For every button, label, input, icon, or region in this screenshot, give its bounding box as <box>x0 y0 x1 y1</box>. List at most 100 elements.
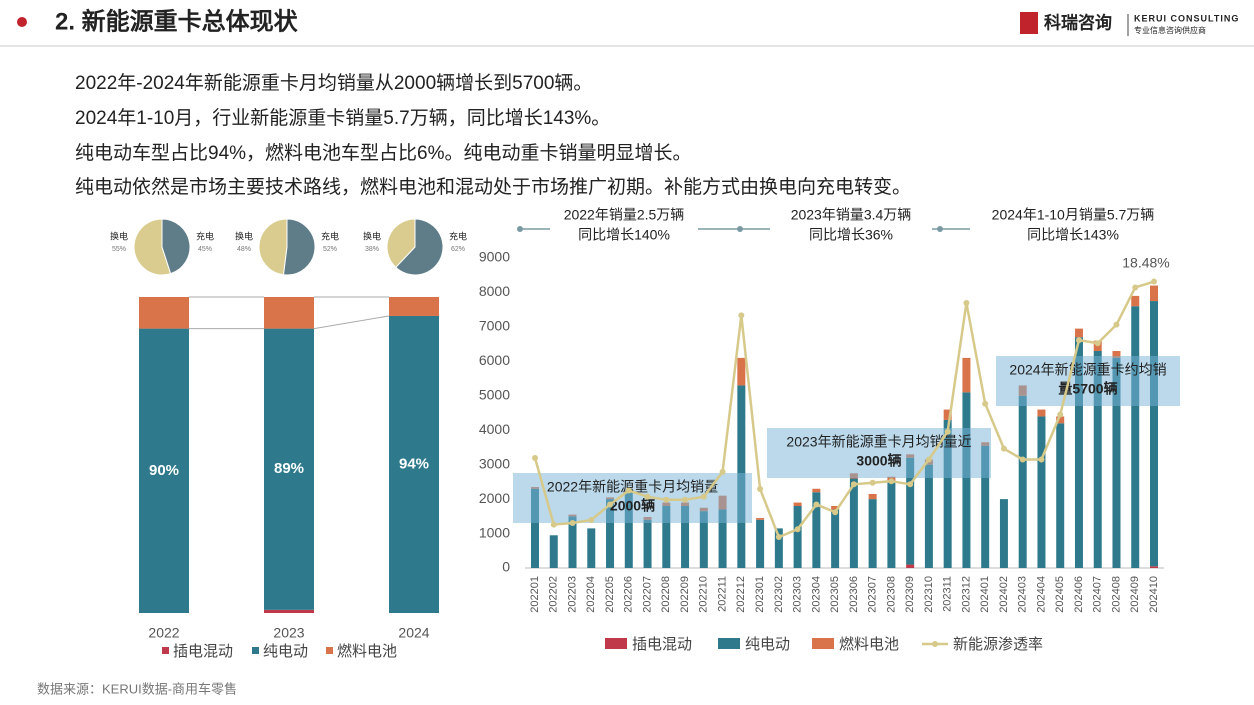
legend-label: 插电混动 <box>632 636 692 653</box>
annotation-text: 3000辆 <box>856 453 901 469</box>
pie-value-label: 62% <box>451 246 465 253</box>
x-tick-label: 202301 <box>754 576 766 613</box>
bar-segment <box>139 328 189 613</box>
pie-slice <box>161 218 191 275</box>
y-tick-label: 6000 <box>479 352 510 368</box>
bullet: 纯电动依然是市场主要技术路线，燃料电池和混动处于市场推广初期。补能方式由换电向充… <box>75 176 911 198</box>
bar-segment <box>924 464 933 568</box>
annotation-text: 2022年新能源重卡月均销量 <box>547 479 718 495</box>
y-tick-label: 7000 <box>479 318 510 334</box>
bar-segment <box>389 297 439 316</box>
pie-value-label: 38% <box>365 246 379 253</box>
annotation-box <box>996 356 1180 406</box>
legend-swatch <box>162 647 169 654</box>
line-point <box>682 496 689 503</box>
annotation-text: 量5700辆 <box>1058 381 1117 397</box>
callout-text: 同比增长140% <box>578 227 670 243</box>
bar-segment <box>1150 566 1158 568</box>
x-tick-label: 202402 <box>998 576 1010 613</box>
annotation-text: 2024年新能源重卡约均销 <box>1009 362 1166 378</box>
bar-segment <box>887 481 896 568</box>
bar-segment <box>756 518 765 520</box>
pie-label: 充电 <box>196 230 214 241</box>
bar-segment <box>1037 409 1046 417</box>
pie-value-label: 48% <box>237 246 251 253</box>
bar-segment <box>264 609 314 613</box>
line-point <box>888 478 895 485</box>
bar-segment <box>831 506 840 510</box>
bar-segment <box>1150 301 1158 567</box>
x-tick-label: 202306 <box>848 576 860 613</box>
line-point <box>1132 284 1139 291</box>
line-point <box>663 496 670 503</box>
line-point <box>569 520 576 527</box>
x-tick-label: 202203 <box>566 576 578 613</box>
x-tick-label: 202404 <box>1035 576 1047 613</box>
y-tick-label: 1000 <box>479 524 510 540</box>
bar-segment <box>999 499 1008 568</box>
source-note: 数据来源：KERUI数据-商用车零售 <box>37 681 237 696</box>
bar-segment <box>756 519 765 568</box>
x-tick-label: 202211 <box>716 576 728 612</box>
bar-segment <box>962 392 971 568</box>
bar-segment <box>662 506 671 568</box>
bar-segment <box>1074 337 1083 568</box>
bar-segment <box>606 499 615 568</box>
bar-segment <box>868 493 877 500</box>
x-tick-label: 202307 <box>867 576 879 613</box>
x-tick-label: 202208 <box>660 576 672 613</box>
line-series <box>533 280 1155 539</box>
bar-segment <box>718 509 727 568</box>
pie-slice <box>395 218 444 276</box>
line-value-label: 18.48% <box>1122 254 1169 270</box>
line-point <box>1019 456 1026 463</box>
annotation-text: 2000辆 <box>610 498 655 514</box>
x-tick-label: 202204 <box>585 576 597 613</box>
line-point <box>1151 278 1157 285</box>
connector-line <box>313 315 390 330</box>
x-tick-label: 202407 <box>1092 576 1104 613</box>
logo-text: 科瑞咨询 <box>1044 12 1112 32</box>
legend-swatch <box>326 647 333 654</box>
legend-label: 纯电动 <box>263 643 308 660</box>
legend-label: 新能源渗透率 <box>953 636 1043 653</box>
x-tick-label: 202308 <box>885 576 897 613</box>
y-tick-label: 2000 <box>479 490 510 506</box>
bar-segment <box>981 445 990 568</box>
line-point <box>1038 456 1045 463</box>
pie-label: 换电 <box>363 230 381 241</box>
x-tick-label: 202410 <box>1148 576 1160 613</box>
bar-segment <box>1018 395 1027 568</box>
x-tick-label: 2022 <box>148 625 179 641</box>
x-tick-label: 202206 <box>623 576 635 613</box>
bullet: 纯电动车型占比94%，燃料电池车型占比6%。纯电动重卡销量明显增长。 <box>75 142 692 164</box>
line-point <box>700 493 707 500</box>
bar-segment <box>1131 295 1140 307</box>
x-tick-label: 202406 <box>1073 576 1085 613</box>
callout-text: 2024年1-10月销量5.7万辆 <box>992 207 1155 223</box>
bar-segment <box>962 357 971 393</box>
x-tick-label: 202403 <box>1017 576 1029 613</box>
title-dot <box>17 17 27 27</box>
line-point <box>1057 411 1064 418</box>
x-tick-label: 202304 <box>810 576 822 613</box>
bar-segment <box>681 506 690 568</box>
bar-segment <box>1112 357 1121 568</box>
x-tick-label: 202209 <box>679 576 691 613</box>
legend-swatch <box>252 647 259 654</box>
pie-slice <box>282 218 316 276</box>
x-tick-label: 202305 <box>829 576 841 613</box>
y-tick-label: 9000 <box>479 249 510 265</box>
legend-swatch <box>812 638 834 649</box>
line-point <box>644 493 651 500</box>
bar-segment <box>1056 416 1065 424</box>
line-point <box>832 509 839 516</box>
pie-label: 充电 <box>321 230 339 241</box>
line-point <box>738 312 745 319</box>
x-tick-label: 202302 <box>773 576 785 613</box>
bar-segment <box>549 535 558 568</box>
legend-label: 插电混动 <box>173 643 233 660</box>
bar-segment <box>868 499 877 568</box>
